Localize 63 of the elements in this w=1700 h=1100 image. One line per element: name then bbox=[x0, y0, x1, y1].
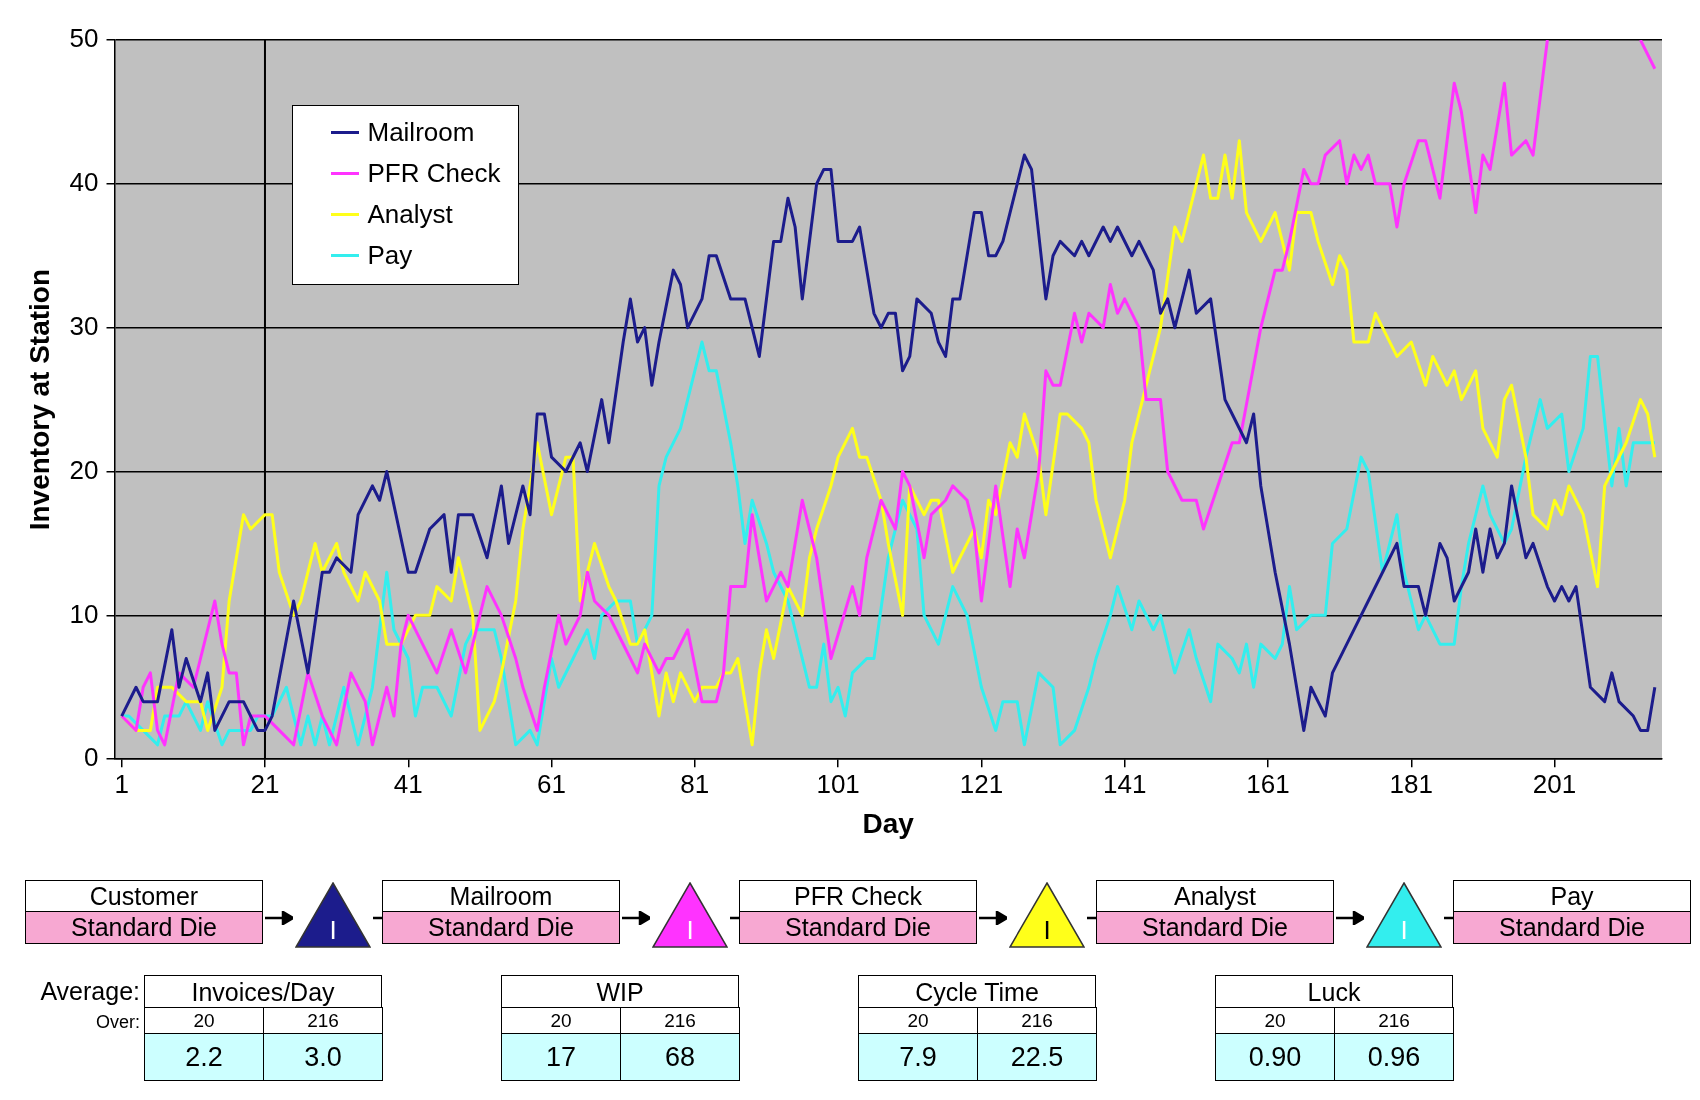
category-label: I bbox=[329, 915, 337, 945]
category-label: Mailroom bbox=[382, 880, 620, 913]
category-label: 216 bbox=[1021, 1010, 1053, 1031]
x-tick-label: 81 bbox=[680, 768, 710, 799]
y-tick-label: 0 bbox=[84, 742, 99, 773]
series-label: Luck bbox=[1215, 975, 1453, 1009]
text: Over: bbox=[95, 1012, 140, 1033]
x-tick-label: 41 bbox=[393, 768, 423, 799]
x-tick-label: 1 bbox=[114, 768, 129, 799]
y-axis-title: Inventory at Station bbox=[23, 268, 55, 531]
x-axis-title: Day bbox=[862, 807, 915, 839]
triangle-icon: I bbox=[295, 882, 371, 948]
x-tick-label: 161 bbox=[1246, 768, 1290, 799]
series-label: Cycle Time bbox=[858, 975, 1096, 1009]
text: Standard Die bbox=[382, 911, 620, 944]
category-label: 20 bbox=[907, 1010, 929, 1031]
category-label: I bbox=[686, 915, 694, 945]
y-tick-label: 20 bbox=[69, 454, 99, 485]
category-label: I bbox=[1400, 915, 1408, 945]
y-tick-label: 10 bbox=[69, 598, 99, 629]
category-label: Customer bbox=[25, 880, 263, 913]
category-label: Pay bbox=[1453, 880, 1691, 913]
data-label: 0.96 bbox=[1334, 1033, 1454, 1081]
category-label: 20 bbox=[1264, 1010, 1286, 1031]
data-label: 0.90 bbox=[1215, 1033, 1335, 1081]
triangle-icon: I bbox=[1009, 882, 1085, 948]
triangle-icon: I bbox=[652, 882, 728, 948]
text: Standard Die bbox=[739, 911, 977, 944]
y-tick-label: 40 bbox=[69, 167, 99, 198]
category-label: 20 bbox=[550, 1010, 572, 1031]
category-label: 216 bbox=[263, 1007, 383, 1035]
text: Average: bbox=[39, 977, 140, 1006]
data-label: 17 bbox=[501, 1033, 621, 1081]
legend-label: Mailroom bbox=[367, 115, 475, 149]
y-tick-label: 50 bbox=[69, 23, 99, 54]
data-label: 22.5 bbox=[977, 1033, 1097, 1081]
category-label: Analyst bbox=[1096, 880, 1334, 913]
x-tick-label: 181 bbox=[1389, 768, 1433, 799]
x-tick-label: 141 bbox=[1102, 768, 1147, 799]
data-label: 7.9 bbox=[858, 1033, 978, 1081]
x-tick-label: 201 bbox=[1532, 768, 1577, 799]
category-label: I bbox=[1043, 915, 1051, 945]
y-tick-label: 30 bbox=[69, 310, 99, 341]
x-tick-label: 21 bbox=[250, 768, 280, 799]
category-label: 20 bbox=[144, 1007, 264, 1035]
category-label: PFR Check bbox=[739, 880, 977, 913]
text: Standard Die bbox=[1096, 911, 1334, 944]
text: Standard Die bbox=[1453, 911, 1691, 944]
data-label: 68 bbox=[620, 1033, 740, 1081]
legend-label: PFR Check bbox=[367, 156, 501, 190]
series-label: Invoices/Day bbox=[144, 975, 382, 1009]
x-tick-label: 121 bbox=[959, 768, 1004, 799]
category-label: 216 bbox=[664, 1010, 696, 1031]
x-tick-label: 101 bbox=[816, 768, 860, 799]
data-label: 3.0 bbox=[263, 1033, 383, 1081]
triangle-icon: I bbox=[1366, 882, 1442, 948]
legend-label: Analyst bbox=[367, 197, 453, 231]
text: Standard Die bbox=[25, 911, 263, 944]
series-label: WIP bbox=[501, 975, 739, 1009]
category-label: 216 bbox=[1378, 1010, 1410, 1031]
data-label: 2.2 bbox=[144, 1033, 264, 1081]
legend-label: Pay bbox=[367, 238, 413, 272]
x-tick-label: 61 bbox=[537, 768, 566, 799]
